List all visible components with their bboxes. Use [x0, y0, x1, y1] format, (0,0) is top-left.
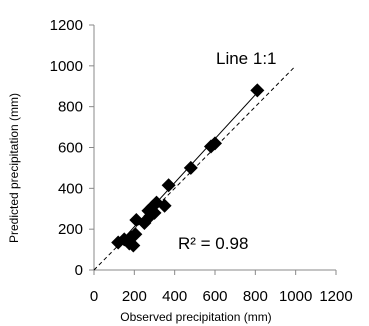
y-tick-label: 1200 — [50, 17, 83, 34]
x-axis-title: Observed precipitation (mm) — [120, 310, 271, 324]
data-point — [208, 136, 222, 151]
y-tick-label: 1000 — [50, 58, 83, 75]
y-tick-labels: 0 200 400 600 800 1000 1200 — [50, 17, 83, 279]
x-tick-label: 800 — [243, 288, 268, 305]
y-tick-label: 400 — [58, 180, 83, 197]
x-tick-labels: 0 200 400 600 800 1000 1200 — [90, 288, 353, 305]
data-point — [128, 227, 143, 242]
data-point — [126, 238, 141, 253]
y-tick-label: 200 — [58, 221, 83, 238]
x-tick-label: 1200 — [319, 288, 352, 305]
axis-ticks — [89, 24, 337, 275]
reference-line-label: Line 1:1 — [216, 49, 277, 68]
x-tick-label: 400 — [162, 288, 187, 305]
data-point — [147, 205, 162, 220]
y-axis-title: Predicted precipitation (mm) — [7, 93, 21, 243]
x-tick-label: 0 — [90, 288, 98, 305]
y-tick-label: 0 — [75, 262, 83, 279]
data-point — [157, 198, 172, 213]
x-tick-label: 1000 — [279, 288, 312, 305]
y-tick-label: 800 — [58, 99, 83, 116]
x-tick-label: 200 — [122, 288, 147, 305]
x-tick-label: 600 — [202, 288, 227, 305]
data-point — [161, 178, 176, 193]
data-point — [250, 83, 265, 98]
data-point — [183, 160, 198, 175]
y-tick-label: 600 — [58, 140, 83, 157]
r-squared-label: R² = 0.98 — [178, 234, 248, 253]
data-points — [111, 83, 265, 253]
